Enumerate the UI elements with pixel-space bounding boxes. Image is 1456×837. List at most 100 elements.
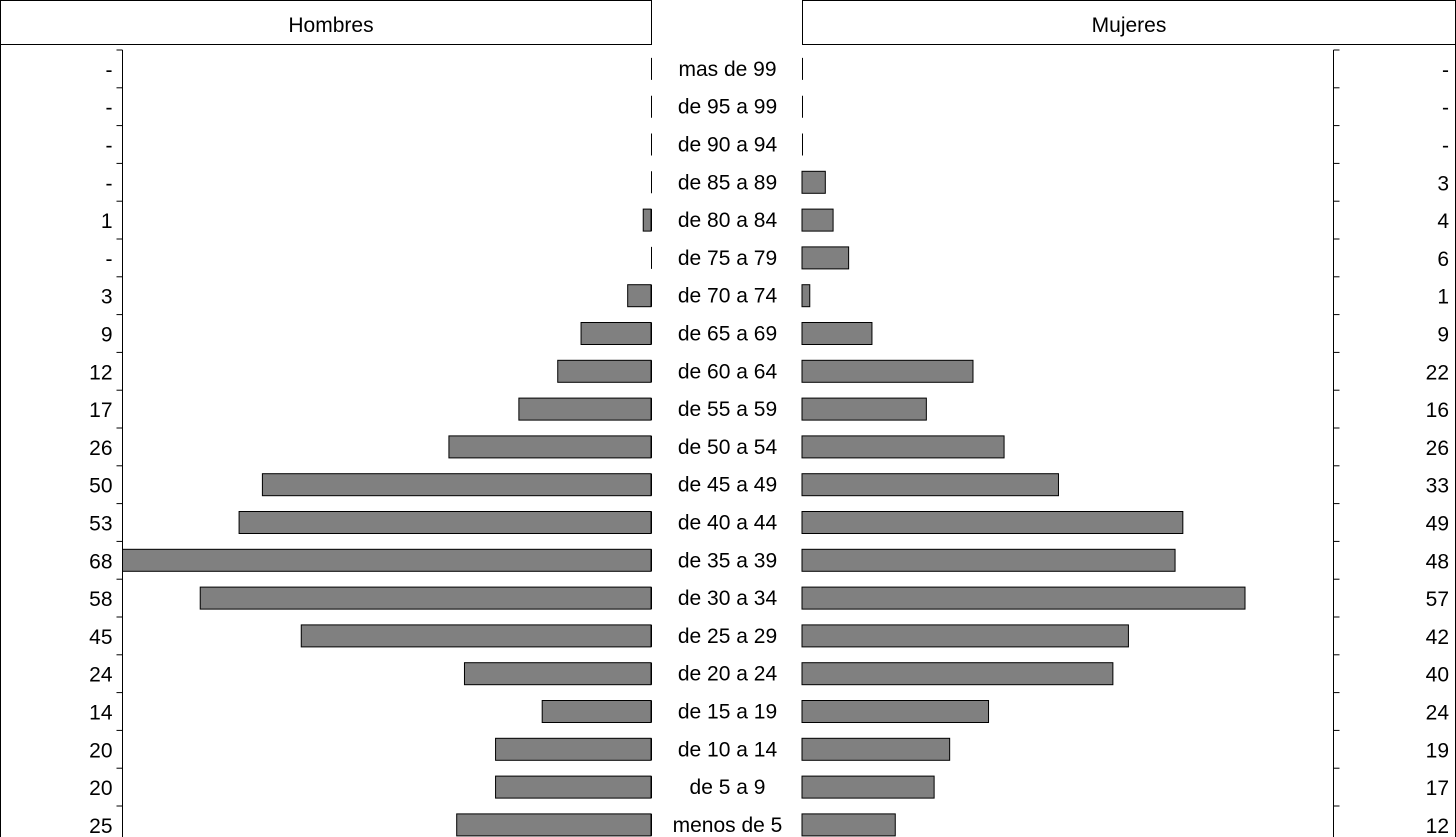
value-label-mujeres: 57 (1426, 588, 1449, 611)
bar-hombres (541, 700, 652, 723)
bar-hombres (518, 397, 652, 421)
left-value-axis (116, 49, 123, 837)
bar-mujeres (801, 322, 873, 345)
age-group-label: de 55 a 59 (678, 398, 777, 421)
age-group-label: de 70 a 74 (678, 285, 778, 308)
bar-hombres (580, 322, 652, 345)
value-label-mujeres: 42 (1426, 626, 1449, 649)
age-group-label: de 10 a 14 (678, 738, 778, 761)
age-group-label: de 20 a 24 (678, 663, 778, 686)
right-value-axis (1333, 49, 1340, 837)
age-group-label: de 90 a 94 (678, 134, 778, 157)
value-label-hombres: 9 (101, 324, 113, 347)
bar-mujeres (801, 359, 974, 383)
value-label-mujeres: 19 (1426, 739, 1449, 762)
bar-hombres (495, 737, 652, 761)
age-group-label: mas de 99 (678, 58, 776, 81)
bar-hombres (122, 548, 652, 572)
bar-hombres (495, 775, 652, 799)
value-label-hombres: - (106, 248, 113, 271)
value-label-hombres: 12 (89, 361, 112, 384)
value-label-hombres: 68 (89, 550, 112, 573)
bar-hombres (642, 208, 652, 232)
value-label-hombres: - (106, 59, 113, 82)
value-label-hombres: 24 (89, 664, 113, 687)
value-label-mujeres: 1 (1437, 286, 1449, 309)
value-label-mujeres: - (1442, 59, 1449, 82)
value-label-hombres: - (106, 172, 113, 195)
value-label-mujeres: 48 (1426, 550, 1449, 573)
bar-mujeres (801, 700, 990, 723)
age-group-label: de 25 a 29 (678, 625, 777, 648)
bar-mujeres (801, 586, 1246, 610)
bar-hombres (199, 586, 652, 610)
bar-mujeres (801, 397, 927, 421)
age-group-label: de 45 a 49 (678, 474, 777, 497)
header-right-label: Mujeres (1092, 14, 1167, 37)
bar-mujeres (801, 170, 826, 194)
age-group-label: de 85 a 89 (678, 171, 777, 194)
bar-mujeres (801, 246, 850, 270)
age-group-label: de 40 a 44 (678, 512, 778, 535)
bar-mujeres (801, 208, 834, 232)
value-label-mujeres: 3 (1437, 172, 1449, 195)
bar-mujeres (801, 284, 811, 308)
values-hombres: - - - - 1 - 3 9 12 17 26 50 53 68 58 45 24 14 20 20 25 (89, 59, 113, 837)
header-row: Hombres Mujeres (0, 0, 1456, 45)
value-label-hombres: 20 (89, 777, 112, 800)
value-label-mujeres: 49 (1426, 513, 1449, 536)
value-label-mujeres: 9 (1437, 324, 1449, 347)
value-label-hombres: 25 (89, 815, 112, 837)
bar-hombres (300, 624, 652, 648)
value-label-mujeres: - (1442, 97, 1449, 120)
bar-hombres (557, 359, 652, 383)
bar-mujeres (801, 473, 1059, 497)
bar-mujeres (801, 435, 1005, 459)
value-label-mujeres: 33 (1426, 475, 1449, 498)
value-label-mujeres: 40 (1426, 664, 1449, 687)
value-label-mujeres: 22 (1426, 361, 1449, 384)
bar-mujeres (801, 737, 951, 761)
bars-mujeres (801, 57, 1246, 837)
value-label-mujeres: 26 (1426, 437, 1449, 460)
value-label-hombres: 14 (89, 702, 113, 725)
age-group-label: de 80 a 84 (678, 209, 778, 232)
header-left-label: Hombres (288, 14, 373, 37)
bar-mujeres (801, 511, 1184, 534)
value-label-mujeres: 17 (1426, 777, 1449, 800)
bar-hombres (463, 662, 652, 686)
age-group-label: de 30 a 34 (678, 587, 778, 610)
value-label-hombres: 53 (89, 513, 112, 536)
value-label-mujeres: 16 (1426, 399, 1449, 422)
value-label-hombres: 3 (101, 286, 113, 309)
bar-mujeres (801, 662, 1114, 686)
bar-hombres (627, 284, 652, 308)
bar-mujeres (801, 813, 896, 837)
value-label-hombres: 20 (89, 739, 112, 762)
value-label-hombres: 58 (89, 588, 112, 611)
bar-mujeres (801, 775, 935, 799)
age-group-label: de 65 a 69 (678, 323, 777, 346)
value-label-hombres: 1 (101, 210, 113, 233)
value-label-mujeres: 6 (1437, 248, 1449, 271)
value-label-hombres: 45 (89, 626, 112, 649)
value-label-hombres: - (106, 97, 113, 120)
bar-hombres (456, 813, 652, 837)
value-label-mujeres: 12 (1426, 815, 1449, 837)
age-group-labels: mas de 99 de 95 a 99 de 90 a 94 de 85 a 89 d… (673, 58, 783, 837)
age-group-label: menos de 5 (673, 814, 783, 837)
age-group-label: de 60 a 64 (678, 360, 778, 383)
value-label-hombres: 26 (89, 437, 112, 460)
bars-hombres (122, 57, 652, 837)
value-label-hombres: - (106, 135, 113, 158)
value-label-mujeres: 24 (1426, 702, 1450, 725)
value-label-mujeres: - (1442, 135, 1449, 158)
age-group-label: de 15 a 19 (678, 701, 777, 724)
bar-mujeres (801, 548, 1176, 572)
value-label-mujeres: 4 (1437, 210, 1449, 233)
bar-mujeres (801, 624, 1129, 648)
age-group-label: de 35 a 39 (678, 549, 777, 572)
bar-hombres (448, 435, 652, 459)
